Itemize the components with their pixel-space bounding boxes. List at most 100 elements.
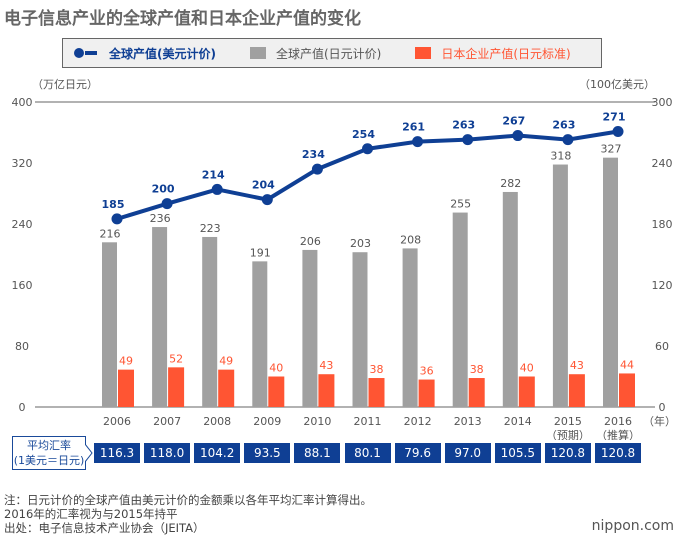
bar-label-global-jpy: 206	[300, 235, 321, 248]
line-point-label: 234	[302, 148, 325, 161]
chart-plot: （万亿日元） （100亿美元） 0 80 160 240 320 400 0 60 120 180 24…	[12, 78, 677, 440]
bar-japan	[318, 374, 335, 407]
bar-label-japan: 36	[420, 365, 434, 378]
x-tick-sublabel: （预期）	[546, 429, 590, 440]
rate-value: 104.2	[194, 443, 241, 463]
bar-global-jpy	[502, 191, 518, 407]
bar-japan	[418, 379, 435, 407]
rate-value: 120.8	[544, 443, 591, 463]
bar-japan	[619, 373, 635, 407]
line-point	[362, 143, 373, 155]
left-tick-label: 320	[12, 157, 33, 170]
left-tick-label: 0	[19, 401, 26, 414]
legend: 全球产值(美元计价) 全球产值(日元计价) 日本企业产值(日元标准)	[62, 38, 602, 68]
line-point-label: 200	[152, 183, 175, 196]
arrow-icon	[85, 444, 93, 462]
line-point-label: 267	[502, 115, 525, 128]
line-point	[311, 163, 323, 175]
left-tick-label: 400	[12, 96, 33, 109]
x-tick-label: 2016	[604, 415, 632, 428]
right-tick-label: 300	[652, 96, 673, 109]
line-marker-icon	[74, 48, 97, 58]
rate-value: 118.0	[144, 443, 191, 463]
x-tick-label: 2006	[103, 415, 131, 428]
line-point	[111, 213, 123, 225]
chart-title: 电子信息产业的全球产值和日本企业产值的变化	[4, 9, 361, 29]
bar-japan	[568, 374, 585, 407]
line-point	[211, 183, 223, 195]
bar-global-jpy	[352, 252, 368, 407]
line-point	[562, 134, 574, 146]
bar-global-jpy	[552, 164, 568, 407]
bar-label-japan: 38	[370, 363, 384, 376]
x-tick-label: 2011	[354, 415, 382, 428]
x-tick-sublabel: （推算）	[596, 428, 640, 440]
bar-japan	[218, 369, 235, 407]
bar-label-japan: 44	[620, 358, 634, 371]
left-tick-label: 240	[12, 218, 33, 231]
bar-label-japan: 49	[119, 355, 133, 368]
bar-label-global-jpy: 203	[350, 237, 371, 250]
bar-label-global-jpy: 223	[200, 222, 221, 235]
line-point-label: 254	[352, 128, 375, 141]
rate-value: 80.1	[344, 443, 391, 463]
bar-label-global-jpy: 236	[150, 212, 171, 225]
rate-value: 88.1	[294, 443, 341, 463]
line-point	[412, 136, 424, 148]
nippon-logo: nippon.com	[591, 518, 674, 534]
line-point-label: 263	[552, 119, 575, 132]
rate-value: 93.5	[244, 443, 291, 463]
left-axis-label: （万亿日元）	[32, 78, 98, 91]
line-point-label: 261	[402, 121, 425, 134]
bar-label-japan: 43	[319, 359, 333, 372]
bar-japan	[518, 376, 535, 407]
line-point-label: 263	[452, 119, 475, 132]
line-point-label: 271	[603, 110, 626, 123]
right-tick-label: 60	[655, 340, 669, 353]
legend-item-global-jpy: 全球产值(日元计价)	[249, 45, 381, 62]
x-tick-label: 2009	[253, 415, 281, 428]
line-point-label: 214	[202, 168, 225, 181]
x-unit-label: （年）	[643, 414, 676, 428]
bar-global-jpy	[152, 227, 168, 407]
bar-global-jpy	[402, 248, 418, 407]
right-axis-label: （100亿美元）	[579, 78, 655, 91]
bar-label-global-jpy: 282	[500, 177, 521, 190]
line-point	[612, 125, 624, 137]
x-tick-label: 2012	[404, 415, 432, 428]
bar-global-jpy	[603, 157, 618, 407]
bar-japan	[368, 378, 385, 407]
bar-label-global-jpy: 191	[250, 246, 271, 259]
x-tick-label: 2010	[303, 415, 331, 428]
bar-japan	[268, 376, 285, 407]
notes: 注：日元计价的全球产值由美元计价的金额乘以各年平均汇率计算得出。 2016年的汇…	[4, 493, 372, 535]
line-point-label: 204	[252, 179, 275, 192]
bar-label-japan: 43	[570, 359, 584, 372]
legend-item-japan: 日本企业产值(日元标准)	[415, 45, 571, 62]
x-tick-label: 2014	[504, 415, 532, 428]
bar-global-jpy	[252, 261, 268, 407]
line-point-label: 185	[102, 198, 125, 211]
right-tick-label: 0	[659, 401, 666, 414]
line-point	[261, 194, 273, 206]
rate-value: 97.0	[444, 443, 491, 463]
bar-label-global-jpy: 216	[100, 227, 121, 240]
bar-japan	[168, 367, 185, 407]
right-tick-label: 240	[652, 157, 673, 170]
bar-label-japan: 38	[470, 363, 484, 376]
rate-value: 120.8	[595, 443, 641, 463]
bar-label-global-jpy: 208	[400, 233, 421, 246]
x-tick-label: 2008	[203, 415, 231, 428]
bar-label-japan: 40	[520, 362, 534, 375]
x-tick-label: 2007	[153, 415, 181, 428]
bar-japan	[468, 378, 485, 407]
rate-value: 79.6	[394, 443, 441, 463]
bar-global-jpy	[302, 249, 318, 407]
rate-label: 平均汇率 (1美元＝日元)	[12, 436, 86, 470]
line-point	[462, 134, 474, 146]
bar-label-global-jpy: 318	[550, 150, 571, 163]
left-tick-label: 80	[15, 340, 29, 353]
bar-global-jpy	[102, 242, 117, 407]
bar-global-jpy	[202, 236, 218, 407]
x-tick-label: 2015	[554, 415, 582, 428]
